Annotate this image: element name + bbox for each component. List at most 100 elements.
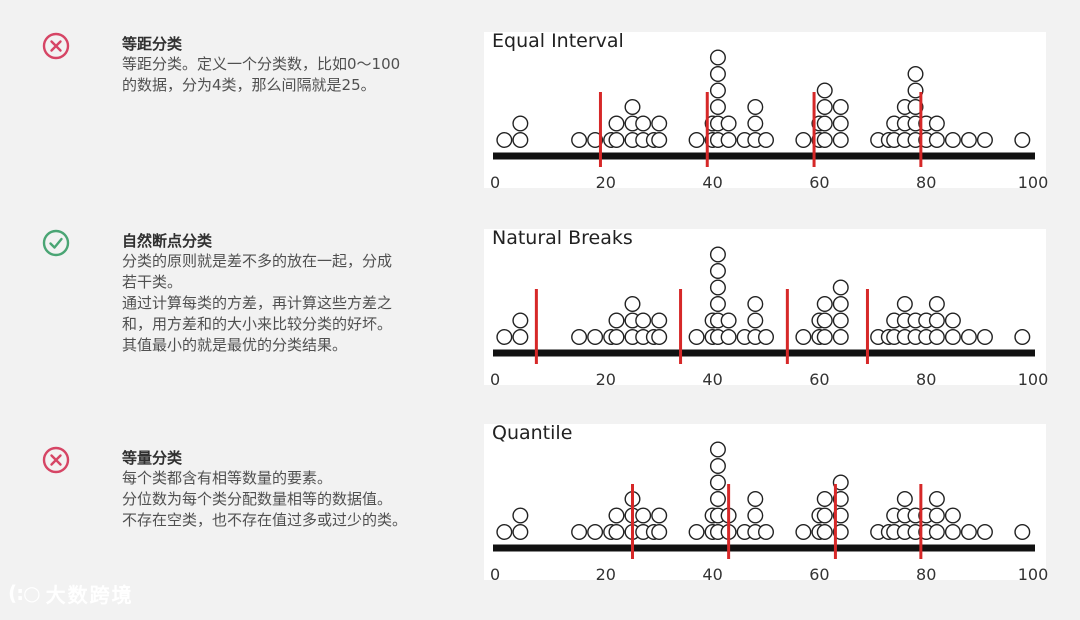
tick-label: 60 <box>809 565 829 584</box>
data-point <box>635 312 652 329</box>
tick-label: 40 <box>702 370 722 389</box>
data-point <box>651 115 668 132</box>
data-point <box>747 115 764 132</box>
chart-title: Quantile <box>492 422 573 444</box>
check-circle-icon <box>42 229 70 257</box>
data-point <box>832 312 849 329</box>
method-desc-line: 其值最小的就是最优的分类结果。 <box>122 336 348 354</box>
data-point <box>624 295 641 312</box>
tick-label: 0 <box>490 173 500 192</box>
data-point <box>512 507 529 524</box>
data-point <box>944 523 961 540</box>
chart-natural-breaks: Natural Breaks 0 20 40 60 80 100 <box>484 227 1048 389</box>
chart-quantile: Quantile 0 20 40 60 80 100 <box>484 422 1048 584</box>
data-point <box>944 312 961 329</box>
data-point <box>832 295 849 312</box>
data-point <box>651 507 668 524</box>
data-point <box>496 328 513 345</box>
tick-label: 0 <box>490 565 500 584</box>
data-point <box>816 507 833 524</box>
dot-plot: 0 20 40 60 80 100 <box>490 441 1049 584</box>
data-point <box>709 458 726 475</box>
data-point <box>816 131 833 148</box>
data-point <box>907 66 924 83</box>
data-point <box>512 312 529 329</box>
data-point <box>816 328 833 345</box>
data-point <box>709 49 726 66</box>
data-point <box>709 246 726 263</box>
data-point <box>624 98 641 115</box>
data-point <box>896 490 913 507</box>
watermark-logo: (:○ <box>8 581 41 605</box>
data-point <box>928 295 945 312</box>
data-point <box>976 328 993 345</box>
data-point <box>816 82 833 99</box>
data-point <box>928 328 945 345</box>
data-point <box>907 82 924 99</box>
tick-label: 100 <box>1018 565 1049 584</box>
tick-label: 80 <box>916 173 936 192</box>
data-point <box>928 523 945 540</box>
method-desc-line: 不存在空类，也不存在值过多或过少的类。 <box>122 511 408 529</box>
data-point <box>587 523 604 540</box>
data-point <box>720 115 737 132</box>
method-desc-line: 通过计算每类的方差，再计算这些方差之 <box>122 294 393 312</box>
data-point <box>960 131 977 148</box>
data-point <box>709 295 726 312</box>
method-description: 等量分类 每个类都含有相等数量的要素。 分位数为每个类分配数量相等的数据值。 不… <box>122 448 462 531</box>
data-point <box>960 523 977 540</box>
data-point <box>747 490 764 507</box>
method-desc-line: 和，用方差和的大小来比较分类的好坏。 <box>122 315 393 333</box>
data-point <box>816 523 833 540</box>
data-point <box>651 523 668 540</box>
data-point <box>816 115 833 132</box>
method-desc-line: 分类的原则就是差不多的放在一起，分成 <box>122 252 393 270</box>
data-point <box>651 131 668 148</box>
x-circle-icon <box>42 446 70 474</box>
data-point <box>688 131 705 148</box>
data-point <box>512 115 529 132</box>
method-title: 等距分类 <box>122 35 183 53</box>
tick-label: 60 <box>809 370 829 389</box>
data-point <box>496 131 513 148</box>
data-point <box>709 490 726 507</box>
data-point <box>944 131 961 148</box>
data-point <box>832 328 849 345</box>
x-circle-icon <box>42 32 70 60</box>
data-point <box>832 131 849 148</box>
data-point <box>709 66 726 83</box>
data-point <box>512 131 529 148</box>
data-point <box>928 490 945 507</box>
data-point <box>832 490 849 507</box>
data-point <box>496 523 513 540</box>
section-natural-breaks: 自然断点分类 分类的原则就是差不多的放在一起，分成 若干类。 通过计算每类的方差… <box>0 227 1080 425</box>
method-desc-line: 等距分类。定义一个分类数，比如0～100 <box>122 55 401 73</box>
data-point <box>651 312 668 329</box>
data-point <box>960 328 977 345</box>
data-point <box>747 507 764 524</box>
data-point <box>1014 523 1031 540</box>
tick-label: 0 <box>490 370 500 389</box>
watermark: (:○ 大数跨境 <box>8 578 134 608</box>
data-point <box>709 441 726 458</box>
data-point <box>608 115 625 132</box>
method-description: 自然断点分类 分类的原则就是差不多的放在一起，分成 若干类。 通过计算每类的方差… <box>122 231 462 356</box>
data-point <box>651 328 668 345</box>
data-point <box>928 312 945 329</box>
data-point <box>758 523 775 540</box>
data-point <box>635 115 652 132</box>
tick-label: 20 <box>596 370 616 389</box>
data-point <box>747 312 764 329</box>
data-point <box>896 295 913 312</box>
data-point <box>832 279 849 296</box>
method-title: 自然断点分类 <box>122 232 213 250</box>
method-title: 等量分类 <box>122 449 183 467</box>
method-desc-line: 分位数为每个类分配数量相等的数据值。 <box>122 490 393 508</box>
data-point <box>688 328 705 345</box>
tick-label: 20 <box>596 173 616 192</box>
data-point <box>832 115 849 132</box>
chart-title: Natural Breaks <box>492 227 633 249</box>
data-point <box>976 523 993 540</box>
data-point <box>720 312 737 329</box>
data-point <box>832 523 849 540</box>
